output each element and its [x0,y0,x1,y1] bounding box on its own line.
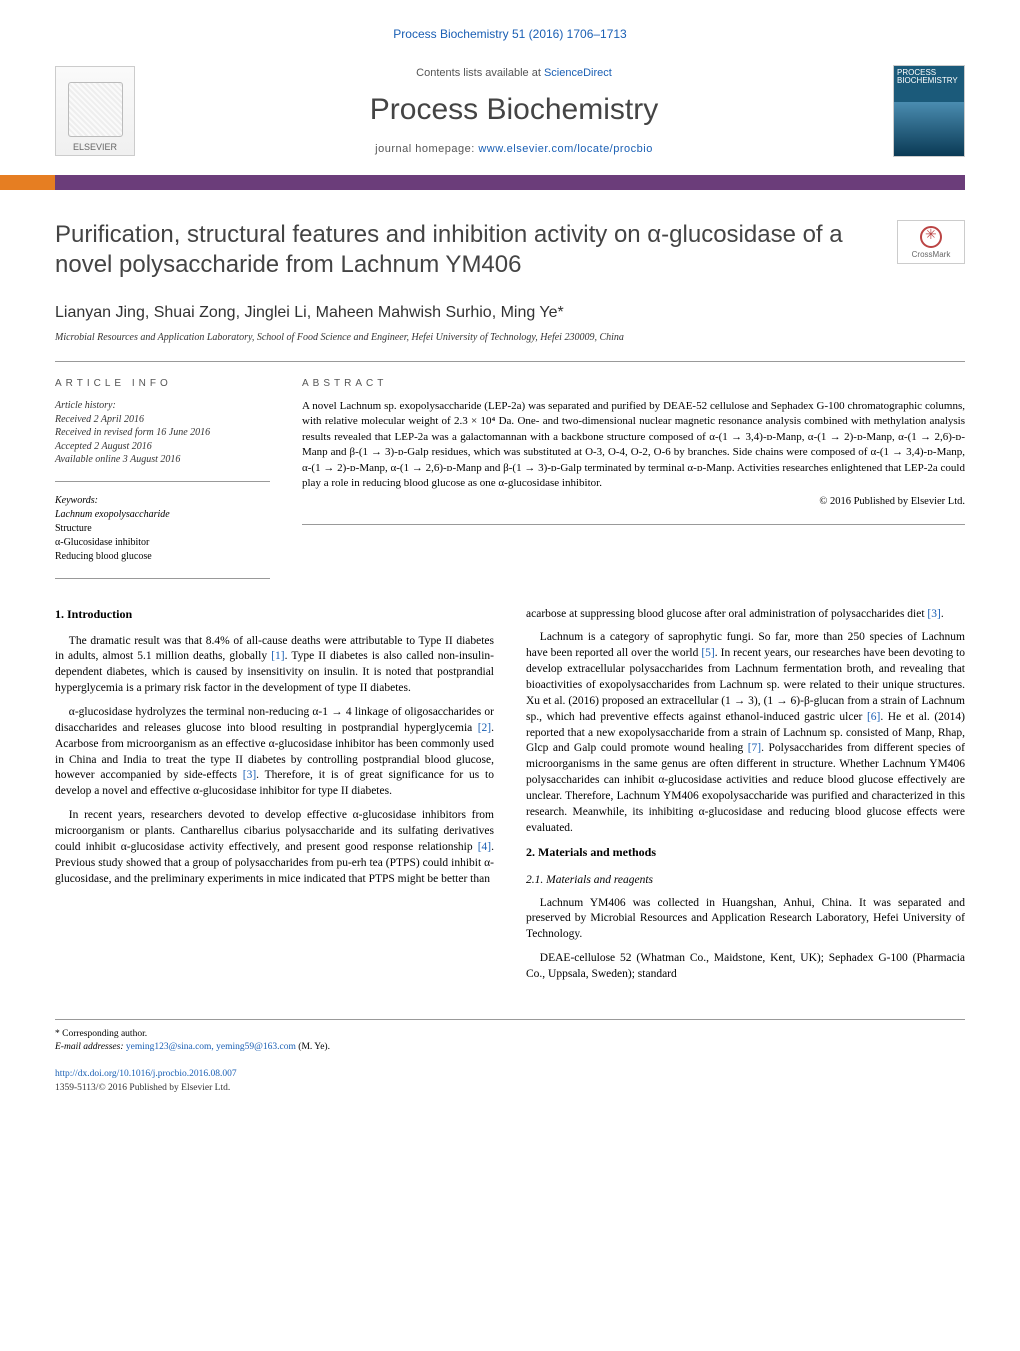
journal-citation: Process Biochemistry 51 (2016) 1706–1713 [393,27,626,41]
meta-two-col: article info Article history: Received 2… [0,378,1020,579]
ref-link[interactable]: [1] [271,650,284,662]
article-info-label: article info [55,378,270,389]
history-line-1: Received in revised form 16 June 2016 [55,426,270,440]
footer-block: * Corresponding author. E-mail addresses… [55,1019,965,1095]
article-title: Purification, structural features and in… [55,220,885,280]
history-line-2: Accepted 2 August 2016 [55,440,270,454]
journal-cover-text: PROCESS BIOCHEMISTRY [897,69,964,85]
keyword-2: α-Glucosidase inhibitor [55,536,270,550]
elsevier-logo: ELSEVIER [55,66,135,156]
article-header: Purification, structural features and in… [0,190,1020,290]
crossmark-badge[interactable]: CrossMark [897,220,965,264]
journal-title: Process Biochemistry [135,93,893,127]
ref-link[interactable]: [6] [867,711,880,723]
methods-para-0: Lachnum YM406 was collected in Huangshan… [526,896,965,944]
affiliation: Microbial Resources and Application Labo… [0,328,1020,345]
intro-heading: 1. Introduction [55,607,494,622]
keywords-block: Keywords: Lachnum exopolysaccharide Stru… [55,494,270,579]
history-line-0: Received 2 April 2016 [55,413,270,427]
methods-para-1: DEAE-cellulose 52 (Whatman Co., Maidston… [526,951,965,983]
article-history: Article history: Received 2 April 2016 R… [55,399,270,482]
methods-heading: 2. Materials and methods [526,845,965,860]
contents-line: Contents lists available at ScienceDirec… [135,67,893,79]
keywords-label: Keywords: [55,494,270,508]
header-band: ELSEVIER Contents lists available at Sci… [0,55,1020,175]
ref-link[interactable]: [7] [748,742,761,754]
elsevier-label: ELSEVIER [73,142,117,152]
homepage-link[interactable]: www.elsevier.com/locate/procbio [478,143,652,155]
email-line: E-mail addresses: yeming123@sina.com, ye… [55,1041,965,1054]
right-top-para: acarbose at suppressing blood glucose af… [526,607,965,623]
body-col-right: acarbose at suppressing blood glucose af… [526,607,965,991]
abstract-body: A novel Lachnum sp. exopolysaccharide (L… [302,400,965,489]
email-suffix: (M. Ye). [296,1042,330,1052]
contents-prefix: Contents lists available at [416,67,544,79]
divider-top [55,361,965,362]
abstract-text: A novel Lachnum sp. exopolysaccharide (L… [302,399,965,525]
history-line-3: Available online 3 August 2016 [55,453,270,467]
page-header: Process Biochemistry 51 (2016) 1706–1713 [0,0,1020,55]
intro-para-0: The dramatic result was that 8.4% of all… [55,634,494,697]
history-label: Article history: [55,399,270,413]
methods-sub-heading: 2.1. Materials and reagents [526,874,965,886]
keyword-0: Lachnum exopolysaccharide [55,508,270,522]
meta-right-col: abstract A novel Lachnum sp. exopolysacc… [302,378,965,579]
intro-para-2: In recent years, researchers devoted to … [55,808,494,887]
intro-para-1: α-glucosidase hydrolyzes the terminal no… [55,705,494,800]
crossmark-label: CrossMark [912,250,951,259]
footer-issn: 1359-5113/© 2016 Published by Elsevier L… [55,1082,965,1095]
email-label: E-mail addresses: [55,1042,126,1052]
ref-link[interactable]: [2] [478,722,491,734]
doi-link[interactable]: http://dx.doi.org/10.1016/j.procbio.2016… [55,1069,237,1079]
ref-link[interactable]: [3] [927,608,940,620]
elsevier-tree-icon [68,82,123,137]
sciencedirect-link[interactable]: ScienceDirect [544,67,612,79]
color-bar [55,175,965,190]
journal-cover-thumbnail: PROCESS BIOCHEMISTRY [893,65,965,157]
keyword-1: Structure [55,522,270,536]
ref-link[interactable]: [3] [243,769,256,781]
body-columns: 1. Introduction The dramatic result was … [0,579,1020,991]
abstract-label: abstract [302,378,965,389]
homepage-prefix: journal homepage: [375,143,478,155]
crossmark-icon [920,226,942,248]
corresponding-author: * Corresponding author. [55,1028,965,1041]
homepage-line: journal homepage: www.elsevier.com/locat… [135,143,893,155]
ref-link[interactable]: [5] [701,647,714,659]
header-center: Contents lists available at ScienceDirec… [135,67,893,155]
keyword-3: Reducing blood glucose [55,550,270,564]
author-list: Lianyan Jing, Shuai Zong, Jinglei Li, Ma… [0,290,1020,328]
email-links[interactable]: yeming123@sina.com, yeming59@163.com [126,1042,296,1052]
ref-link[interactable]: [4] [478,841,491,853]
body-col-left: 1. Introduction The dramatic result was … [55,607,494,991]
meta-left-col: article info Article history: Received 2… [55,378,270,579]
copyright-line: © 2016 Published by Elsevier Ltd. [302,495,965,510]
right-main-para: Lachnum is a category of saprophytic fun… [526,630,965,836]
